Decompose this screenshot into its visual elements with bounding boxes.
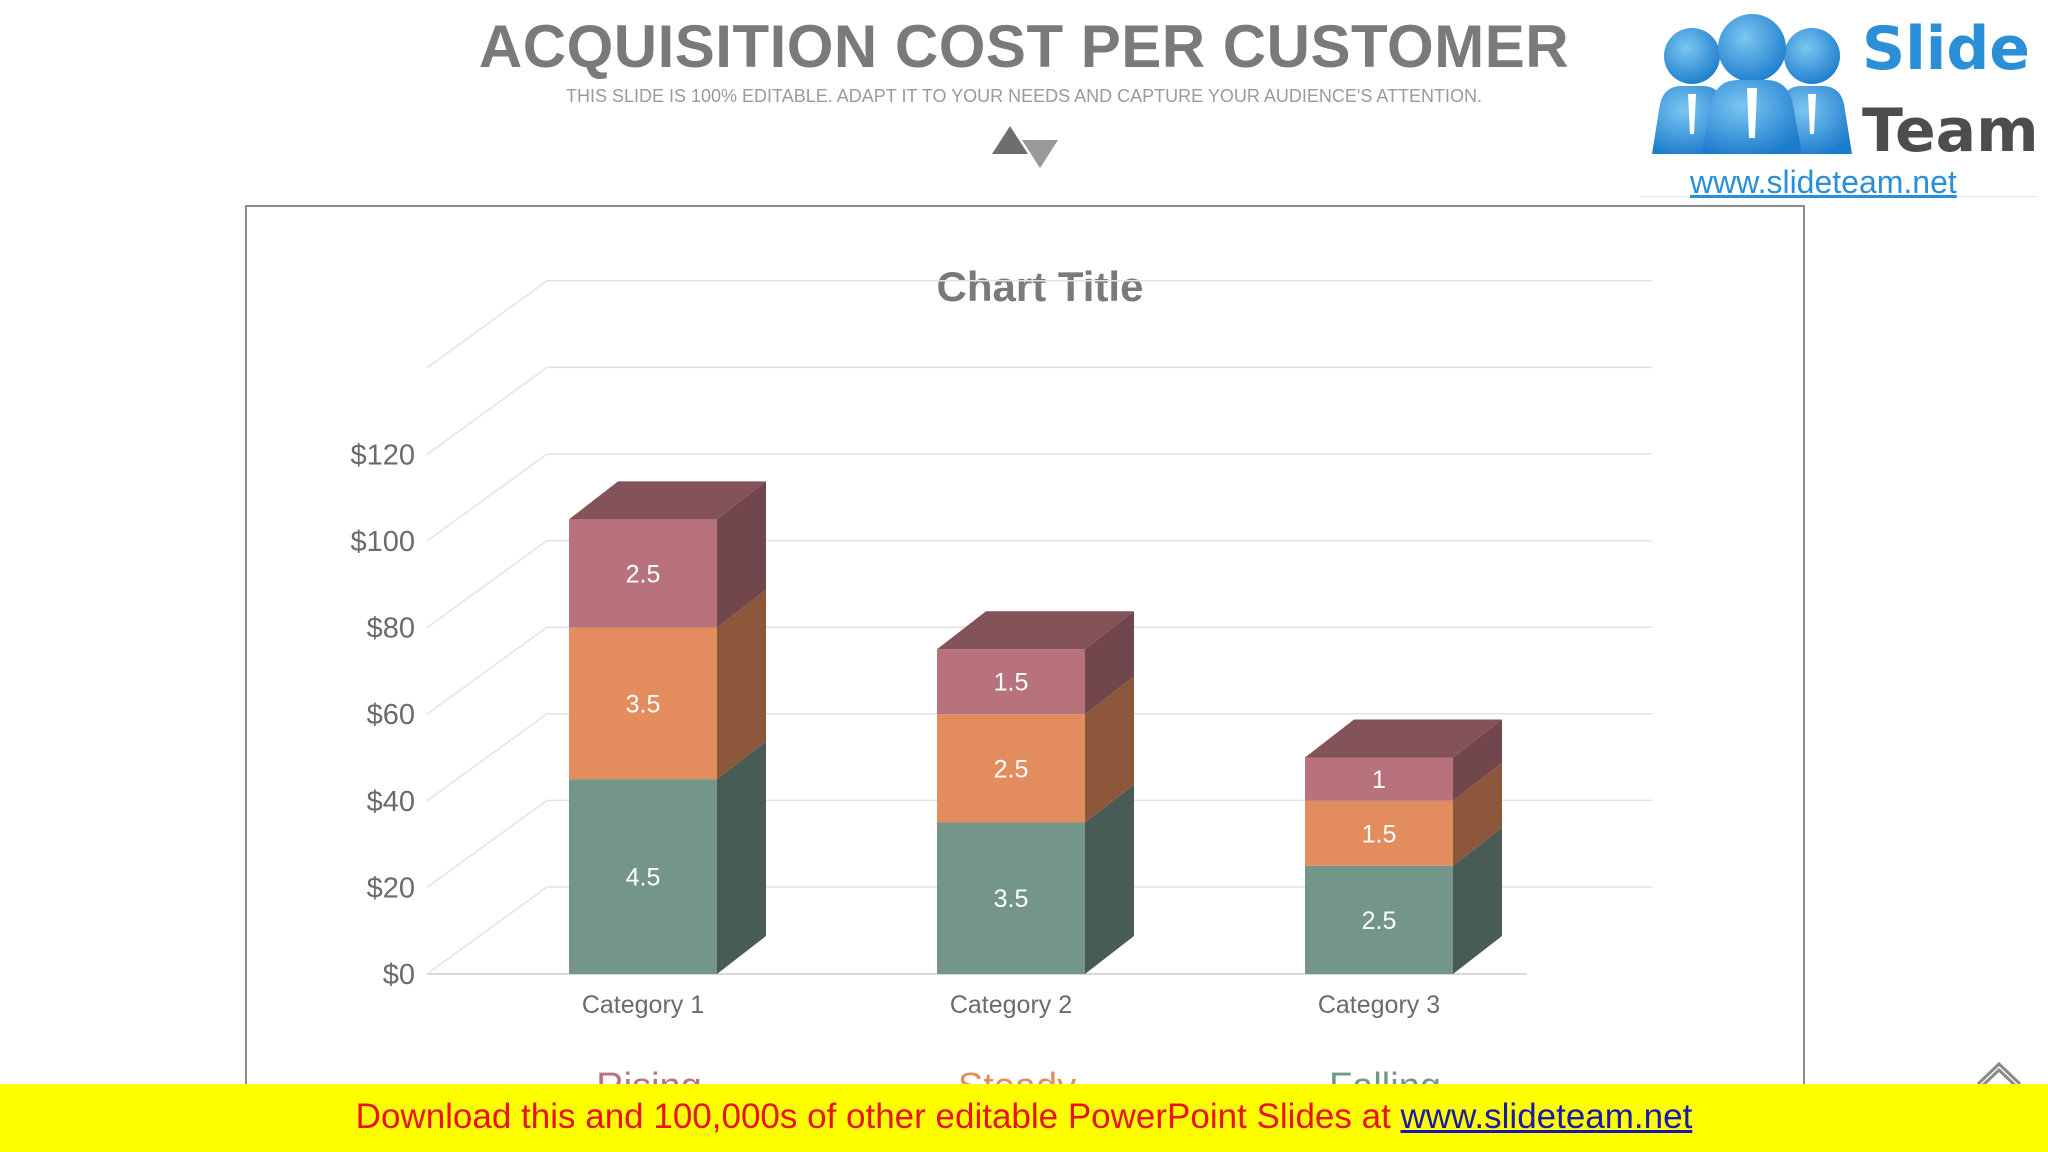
category-label: Category 1 xyxy=(582,991,704,1019)
y-tick-label: $0 xyxy=(383,959,415,991)
data-label: 1 xyxy=(1372,766,1386,794)
banner-link[interactable]: www.slideteam.net xyxy=(1400,1097,1693,1136)
bar-segment-side xyxy=(1453,762,1502,866)
y-tick-label: $60 xyxy=(367,699,415,731)
slideteam-logo[interactable]: Slide Team www.slideteam.net xyxy=(1640,0,2039,200)
y-tick-label: $20 xyxy=(367,872,415,904)
bar-segment-side xyxy=(1453,827,1502,974)
gridline-side xyxy=(426,539,548,629)
gridline-side xyxy=(426,799,548,889)
category-label: Category 2 xyxy=(950,991,1072,1019)
bar-segment xyxy=(1305,757,1453,801)
bar-segment-side xyxy=(1085,676,1134,823)
bar-segment xyxy=(937,714,1085,823)
download-banner: Download this and 100,000s of other edit… xyxy=(0,1084,2048,1152)
people-icon xyxy=(1652,14,1852,154)
slide-subtitle: THIS SLIDE IS 100% EDITABLE. ADAPT IT TO… xyxy=(565,86,1482,106)
chart-title: Chart Title xyxy=(937,263,1144,310)
bar-segment-side xyxy=(1085,784,1134,974)
bar-segment xyxy=(569,779,717,974)
data-label: 1.5 xyxy=(994,669,1029,697)
bar-segment xyxy=(937,649,1085,715)
data-label: 2.5 xyxy=(1362,907,1397,935)
nav-arrows xyxy=(992,126,1058,168)
bar-segment-side xyxy=(717,589,766,780)
gridline-side xyxy=(426,626,548,715)
scroll-up-icon[interactable] xyxy=(1974,1060,2024,1090)
up-triangle-icon xyxy=(992,126,1028,154)
gridline-side xyxy=(426,886,548,975)
banner-text: Download this and 100,000s of other edit… xyxy=(355,1097,1401,1136)
gridline-side xyxy=(426,366,548,456)
bar-segment-top xyxy=(569,481,766,520)
bar-segment-top xyxy=(1305,719,1502,758)
y-tick-label: $80 xyxy=(367,613,415,645)
down-triangle-icon xyxy=(1022,140,1058,168)
data-label: 2.5 xyxy=(994,755,1029,783)
data-label: 3.5 xyxy=(626,690,661,718)
logo-url-link[interactable]: www.slideteam.net xyxy=(1690,164,1957,200)
data-label: 4.5 xyxy=(626,864,661,892)
data-label: 3.5 xyxy=(994,885,1029,913)
gridline-side xyxy=(426,280,548,369)
bar-segment xyxy=(937,822,1085,974)
bar-segment xyxy=(1305,800,1453,866)
logo-word-team: Team xyxy=(1862,96,2039,166)
bar-segment xyxy=(569,627,717,780)
bar-segment xyxy=(1305,865,1453,974)
logo-word-slide: Slide xyxy=(1862,14,2030,84)
bar-segment-side xyxy=(1453,719,1502,801)
gridline-side xyxy=(426,713,548,802)
slide-title: ACQUISITION COST PER CUSTOMER xyxy=(0,12,2048,81)
data-label: 2.5 xyxy=(626,560,661,588)
stacked-bar-chart: Chart Title $0 $20 $40 $60 $80 $100 $120 4.5 3.5 2… xyxy=(350,263,1652,1107)
bar-segment-side xyxy=(717,481,766,628)
chart-frame: Chart Title $0 $20 $40 $60 $80 $100 $120 4.5 3.5 2… xyxy=(245,205,1805,1107)
slide-title-text: ACQUISITION COST PER CUSTOMER xyxy=(478,13,1570,80)
y-tick-label: $120 xyxy=(350,439,415,471)
y-tick-label: $100 xyxy=(350,526,415,558)
bar-segment-side xyxy=(1085,611,1134,715)
bar-segment xyxy=(569,519,717,628)
category-label: Category 3 xyxy=(1318,991,1440,1019)
gridline-side xyxy=(426,453,548,542)
bar-segment-top xyxy=(937,611,1134,650)
bar-segment-side xyxy=(717,741,766,974)
data-label: 1.5 xyxy=(1362,820,1397,848)
y-tick-label: $40 xyxy=(367,786,415,818)
